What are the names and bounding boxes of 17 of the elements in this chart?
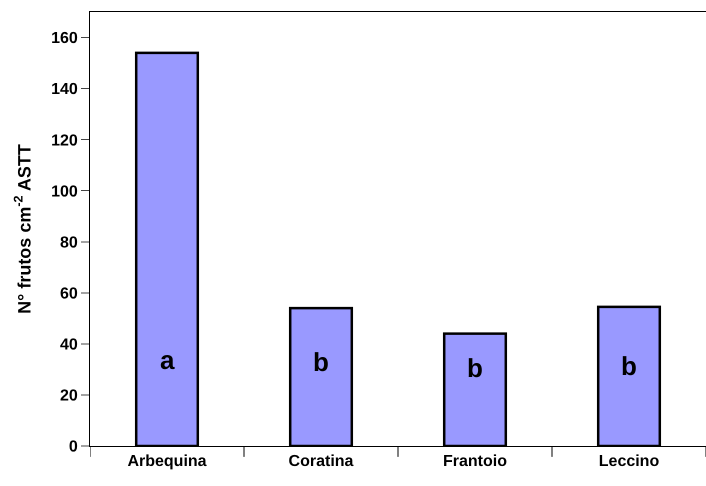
y-tick-label: 80 bbox=[60, 234, 78, 252]
y-tick-label: 100 bbox=[51, 183, 78, 200]
annotation: b bbox=[313, 347, 329, 377]
annotation: a bbox=[160, 345, 175, 375]
y-tick-label: 0 bbox=[68, 438, 78, 456]
x-tick-label: Coratina bbox=[288, 453, 354, 470]
x-tick-label: Arbequina bbox=[127, 453, 207, 470]
y-tick-label: 160 bbox=[51, 30, 78, 48]
y-tick-label: 20 bbox=[60, 388, 78, 405]
y-tick-label: 140 bbox=[51, 81, 78, 98]
x-tick-label: Frantoio bbox=[443, 453, 508, 470]
annotation: b bbox=[467, 353, 483, 383]
y-tick-label: 40 bbox=[60, 336, 78, 354]
annotation: b bbox=[621, 351, 637, 381]
x-tick-label: Leccino bbox=[598, 453, 660, 470]
y-tick-label: 60 bbox=[60, 285, 78, 302]
y-tick-label: 120 bbox=[51, 132, 78, 150]
